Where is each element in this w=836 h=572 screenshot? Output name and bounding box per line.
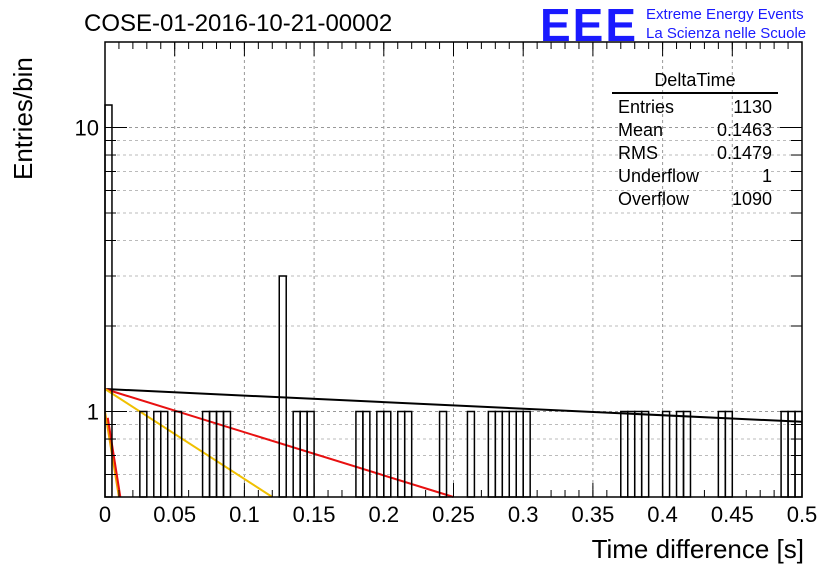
logo-mark: EEE: [540, 0, 639, 51]
y-tick-label: 1: [87, 400, 99, 425]
x-axis-label: Time difference [s]: [591, 534, 804, 564]
logo-text: Extreme Energy Events La Scienza nelle S…: [646, 5, 806, 43]
stats-title: DeltaTime: [612, 70, 778, 94]
fit-curve: [104, 388, 273, 498]
x-tick-label: 0.35: [571, 502, 614, 527]
stats-value: 1090: [731, 189, 772, 209]
stats-label: Overflow: [618, 189, 690, 209]
stats-box: DeltaTime Entries 1130 Mean 0.1463 RMS 0…: [612, 70, 778, 211]
x-tick-label: 0.1: [229, 502, 260, 527]
y-axis-label: Entries/bin: [8, 57, 38, 180]
axes: [104, 41, 803, 498]
x-tick-label: 0.25: [432, 502, 475, 527]
stats-label: Entries: [618, 97, 675, 117]
x-tick-label: 0: [99, 502, 111, 527]
stats-value: 0.1479: [716, 143, 772, 163]
tick-labels: 0 0.05 0.1 0.15 0.2 0.25 0.3 0.35 0.4 0.45 0.5 1 10: [75, 115, 818, 527]
chart-title: COSE-01-2016-10-21-00002: [84, 10, 393, 37]
x-tick-label: 0.15: [293, 502, 336, 527]
fit-curve: [106, 417, 122, 498]
x-tick-label: 0.4: [647, 502, 678, 527]
x-tick-label: 0.45: [711, 502, 754, 527]
eee-logo: EEE Extreme Energy Events La Scienza nel…: [540, 2, 806, 48]
stats-row: Underflow 1: [612, 165, 778, 188]
stats-label: Underflow: [618, 166, 700, 186]
stats-row: Overflow 1090: [612, 188, 778, 211]
stats-label: RMS: [618, 143, 658, 163]
histogram-bar: [278, 275, 287, 498]
stats-row: Entries 1130: [612, 96, 778, 119]
x-tick-label: 0.2: [369, 502, 400, 527]
stats-row: RMS 0.1479: [612, 142, 778, 165]
fit-curve: [104, 388, 803, 423]
x-tick-label: 0.3: [508, 502, 539, 527]
y-tick-label: 10: [75, 115, 99, 140]
stats-label: Mean: [618, 120, 664, 140]
x-tick-label: 0.5: [787, 502, 818, 527]
stats-value: 1130: [733, 97, 772, 117]
x-tick-label: 0.05: [153, 502, 196, 527]
logo-line-2: La Scienza nelle Scuole: [646, 25, 807, 42]
stats-value: 1: [761, 166, 772, 186]
stats-value: 0.1463: [716, 120, 772, 140]
stats-row: Mean 0.1463: [612, 119, 778, 142]
logo-line-1: Extreme Energy Events: [646, 6, 804, 23]
